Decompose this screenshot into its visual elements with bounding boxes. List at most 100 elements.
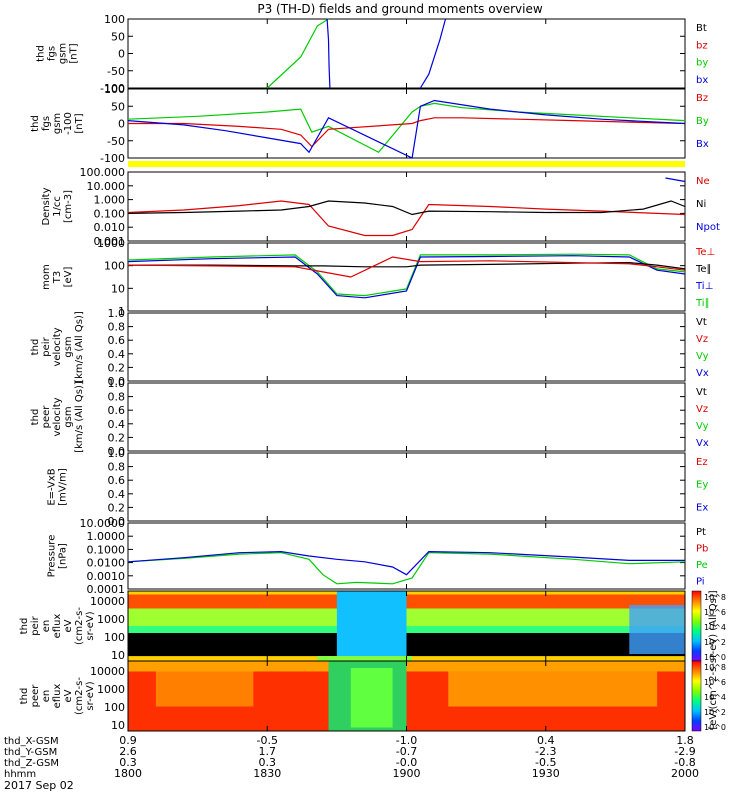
spectrogram-band [448, 671, 658, 707]
y-tick-label: 0.6 [108, 404, 126, 417]
panel-ylabel-peer-en-eflux: thd peer en eflux eV (cm2-s-sr-eV) [19, 677, 96, 715]
panel-ylabel-fgs-100: thd fgs gsm -100 [nT] [30, 112, 85, 135]
ephemeris-value: -2.3 [535, 745, 556, 758]
y-axis-label-line: (cm2-s- [74, 607, 85, 645]
ephemeris-value: -0.8 [674, 756, 695, 769]
y-axis-label-line: [km/s (All Qs)] [74, 311, 85, 383]
ephemeris-value: 1.7 [259, 745, 277, 758]
legend-entry: Vy [696, 421, 709, 432]
y-tick-label: 50 [111, 30, 125, 43]
y-axis-label-line: velocity [52, 397, 63, 436]
panel-frame-moment-temp [127, 242, 686, 312]
ephemeris-value: 2000 [671, 767, 699, 780]
ephemeris-value: 1900 [393, 767, 421, 780]
legend-entry: Ti∥ [695, 298, 710, 309]
y-axis-label-line: en [41, 690, 52, 703]
y-tick-label: 0.4 [108, 488, 126, 501]
legend-entry: Ez [696, 457, 708, 468]
y-axis-label-line: Pressure [47, 535, 58, 578]
legend-entry: bx [696, 75, 708, 86]
colorbar-tick-label: 10^4 [704, 623, 726, 632]
y-axis-label-line: eflux [52, 614, 63, 639]
panel-ylabel-peer-velocity: thd peer velocity gsm [km/s (All Qs)] [30, 381, 85, 453]
y-tick-label: 100 [104, 83, 125, 96]
y-tick-label: -50 [107, 65, 125, 78]
panel-ylabel-peir-en-eflux: thd peir en eflux eV (cm2-s-sr-eV) [19, 607, 96, 645]
y-tick-label: -50 [107, 135, 125, 148]
y-axis-label-line: thd [19, 618, 30, 635]
y-tick-label: 0.2 [108, 361, 126, 374]
y-axis-label-line: fgs [41, 116, 52, 131]
y-axis-label-line: eflux [52, 684, 63, 709]
y-tick-label: 10.0000 [80, 517, 126, 530]
y-tick-label: 100 [104, 260, 125, 273]
ephemeris-value: -0.5 [257, 734, 278, 747]
colorbar-label: [eV/(cm^2-s-sr-eV) (All Qs)] [708, 590, 719, 729]
y-tick-label: 1.0 [108, 447, 126, 460]
panel-ylabel-density: Density 1/cc [cm-3] [41, 187, 74, 225]
legend-entry: Bt [696, 23, 707, 34]
series-line-Bz [128, 117, 686, 148]
panel-frame-fgs [127, 18, 686, 89]
y-axis-label-line: thd [30, 409, 41, 426]
colorbar-tick-label: 10^6 [704, 678, 726, 687]
y-tick-label: 0 [118, 48, 125, 61]
y-axis-label-line: [km/s (All Qs)] [74, 381, 85, 453]
series-line-by [266, 18, 329, 89]
y-tick-label: 0.8 [108, 461, 126, 474]
y-tick-label: 100 [104, 701, 125, 714]
legend-entry: Pe [696, 560, 708, 571]
legend-entry: Vy [696, 351, 709, 362]
y-tick-label: 1 [118, 305, 125, 318]
y-axis-label-line: Density [41, 187, 52, 225]
legend-entry: Npot [696, 222, 720, 233]
y-axis-label-line: peer [30, 684, 41, 708]
y-tick-label: 10 [111, 649, 125, 662]
legend-entry: by [696, 58, 708, 69]
x-axis-ephemeris: thd_X-GSM 0.9 -0.5 -1.0 0.4 1.8 thd_Y-GSM 2.6 1.… [4, 734, 699, 780]
y-axis-label-line: mom [41, 264, 52, 290]
legend-entry: Vt [696, 387, 707, 398]
y-axis-label-line: [cm-3] [63, 190, 74, 223]
ephemeris-value: 2.6 [119, 745, 137, 758]
y-tick-label: 1.0 [108, 307, 126, 320]
legend-entry: Pb [696, 544, 708, 555]
series-line-Te∥ [128, 261, 686, 270]
colorbar-tick-label: 10^4 [704, 693, 726, 702]
y-axis-label-line: thd [36, 45, 47, 62]
y-tick-label: 1.0 [108, 377, 126, 390]
y-axis-label-line: [nT] [69, 43, 80, 63]
series-line-Pe [127, 552, 686, 585]
ephemeris-value: 1.8 [676, 734, 694, 747]
spectrogram-band [629, 605, 685, 654]
y-tick-label: 0.4 [108, 418, 126, 431]
ephemeris-row-label: thd_Z-GSM [4, 758, 59, 769]
series-line-Ti⊥ [127, 255, 686, 299]
y-axis-label-line: en [41, 620, 52, 633]
y-axis-label-line: [mV/m] [58, 468, 69, 506]
legend-entry: Vt [696, 317, 707, 328]
ephemeris-value: -1.0 [396, 734, 417, 747]
legend-entry: Te∥ [695, 264, 712, 275]
y-axis-label-line: [nT] [74, 113, 85, 133]
panel-ylabel-peir-velocity: thd peir velocity gsm [km/s (All Qs)] [30, 311, 85, 383]
series-line-bx [326, 18, 331, 89]
y-tick-label: 100.000 [80, 166, 126, 179]
y-tick-label: 0.100 [94, 207, 126, 220]
colorbar-tick-label: 10^8 [704, 593, 726, 602]
y-tick-label: 1000 [97, 237, 125, 250]
y-axis-label-line: peir [30, 615, 41, 635]
y-tick-label: 0.1000 [87, 543, 126, 556]
date-label: 2017 Sep 02 [4, 779, 74, 792]
panel-ylabel-efield: E=-VxB [mV/m] [47, 468, 69, 506]
y-tick-label: 0.8 [108, 321, 126, 334]
y-axis-label-line: -100 [63, 112, 74, 135]
y-tick-label: 0.0 [108, 515, 126, 528]
y-tick-label: -100 [100, 152, 125, 165]
legend-entry: Ti⊥ [695, 281, 713, 292]
y-tick-label: 10000 [90, 595, 125, 608]
y-axis-label-line: gsm [63, 406, 74, 427]
y-axis-label-line: peer [41, 405, 52, 429]
ephemeris-value: 1930 [532, 767, 560, 780]
